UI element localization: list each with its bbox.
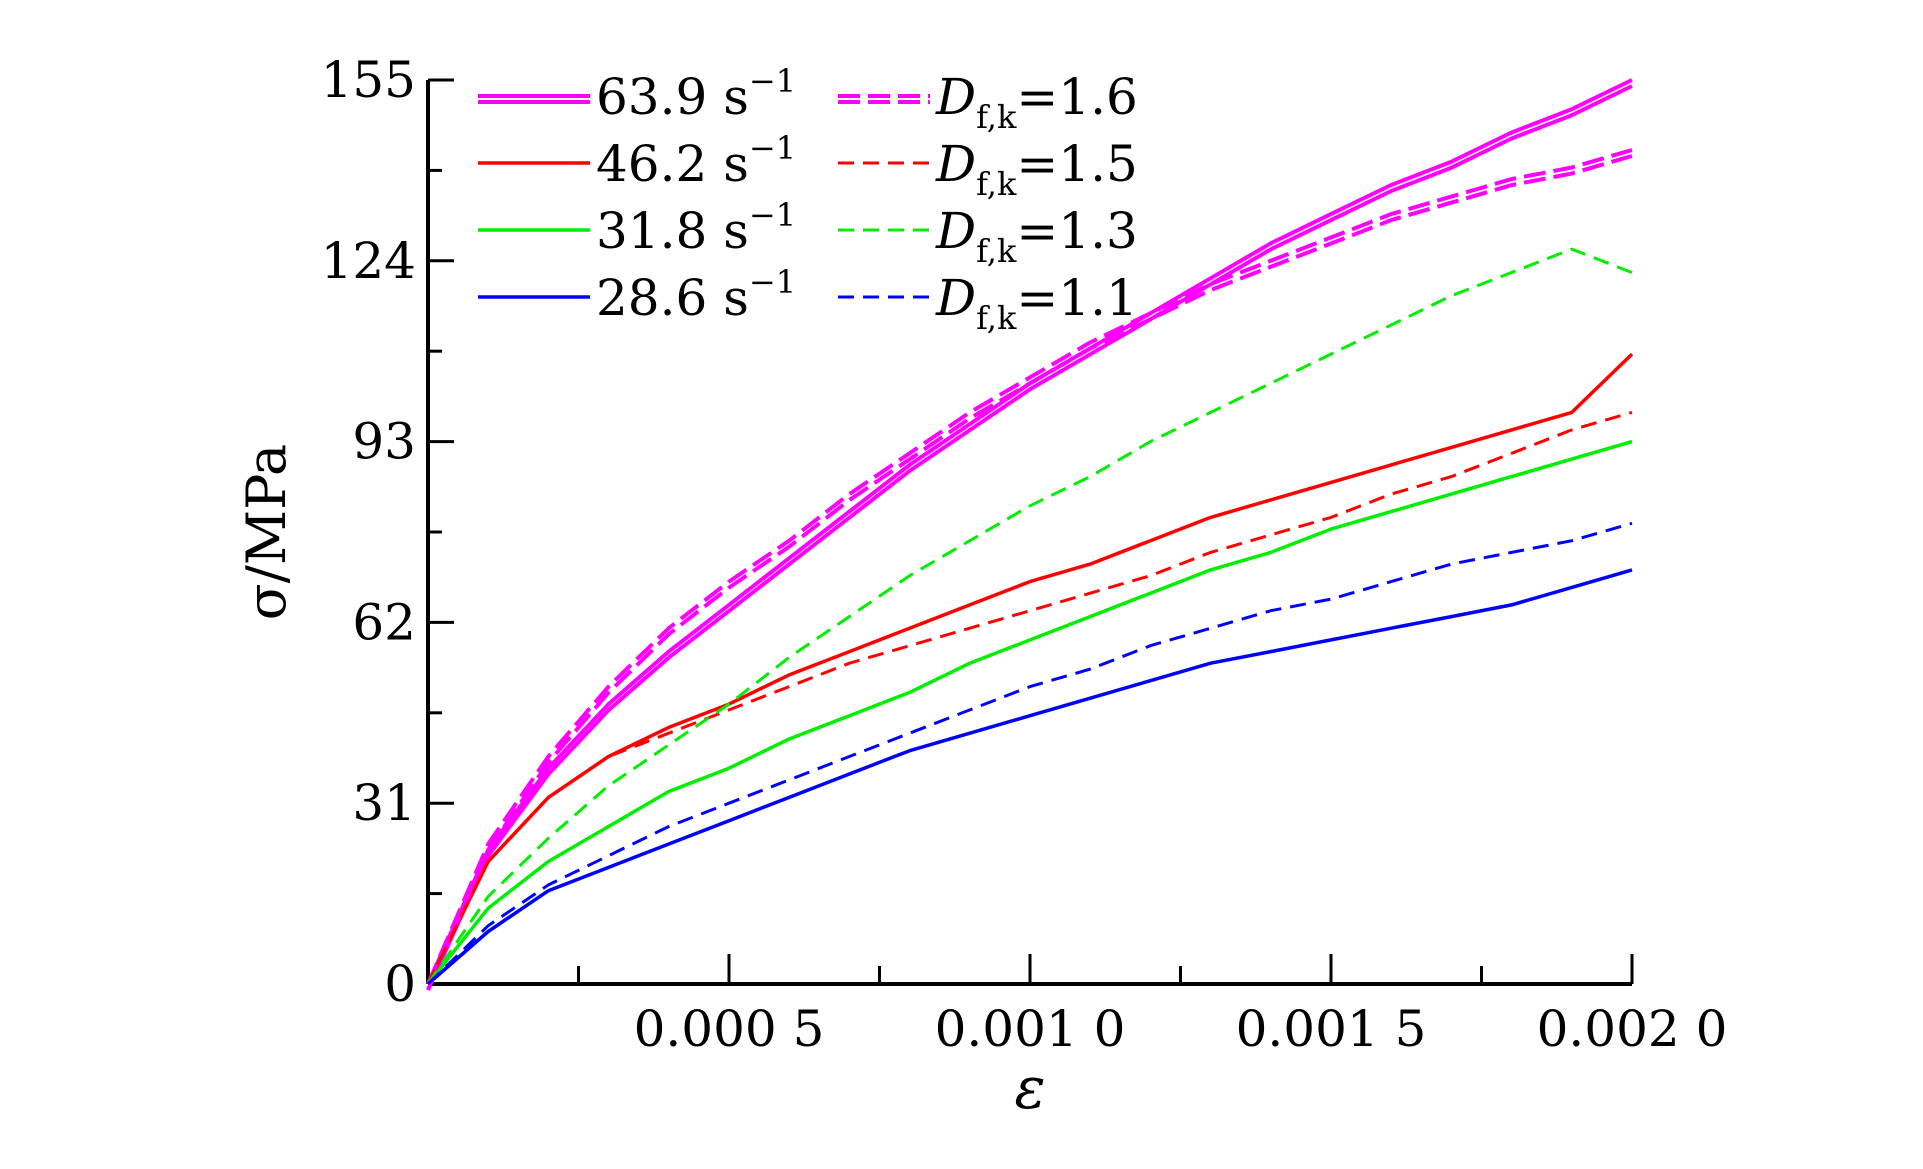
legend-item-5: Df,k=1.6 [838,68,1138,136]
legend-label: Df,k=1.1 [935,269,1138,337]
x-tick-label: 0.001 0 [935,1000,1126,1058]
y-tick-label: 93 [352,413,416,471]
series-line-8 [426,521,1633,986]
series-line-1-second-stroke [426,84,1633,991]
legend-label: Df,k=1.5 [935,135,1138,203]
legend-label: 28.6 s−1 [596,263,796,327]
legend-item-7: Df,k=1.3 [838,202,1138,270]
legend-item-1: 63.9 s−1 [478,62,796,126]
y-tick-label: 31 [352,774,416,832]
ticks [428,78,1634,984]
legend-label: Df,k=1.6 [935,68,1138,136]
series-line-4 [426,568,1633,986]
legend-item-4: 28.6 s−1 [478,263,796,327]
series-layer [426,78,1634,991]
legend-label: 63.9 s−1 [596,62,796,126]
legend: 63.9 s−146.2 s−131.8 s−128.6 s−1 Df,k=1.6… [478,62,1138,337]
y-tick-label: 0 [384,955,416,1013]
legend-item-6: Df,k=1.5 [838,135,1138,203]
legend-label: Df,k=1.3 [935,202,1138,270]
legend-item-2: 46.2 s−1 [478,129,796,193]
x-tick-label: 0.000 5 [634,1000,825,1058]
y-axis-title: σ/MPa [235,444,298,620]
x-tick-label: 0.001 5 [1236,1000,1427,1058]
y-tick-label: 124 [321,232,416,290]
legend-label: 46.2 s−1 [596,129,796,193]
legend-item-8: Df,k=1.1 [838,269,1138,337]
series-line-6 [426,410,1633,985]
series-line-5 [426,148,1633,985]
y-tick-label: 155 [321,51,416,109]
legend-item-3: 31.8 s−1 [478,196,796,260]
series-line-7 [426,247,1633,985]
legend-label: 31.8 s−1 [596,196,796,260]
tick-labels: 0.000 5 0.001 0 0.001 5 0.002 0 0 31 62 93 124 15… [321,51,1728,1058]
series-line-3 [426,439,1633,986]
series-line-2 [426,352,1634,985]
series-line-5-second-stroke [426,154,1633,991]
y-tick-label: 62 [352,593,416,651]
x-axis-title: ε [1014,1054,1045,1122]
x-tick-label: 0.002 0 [1537,1000,1728,1058]
